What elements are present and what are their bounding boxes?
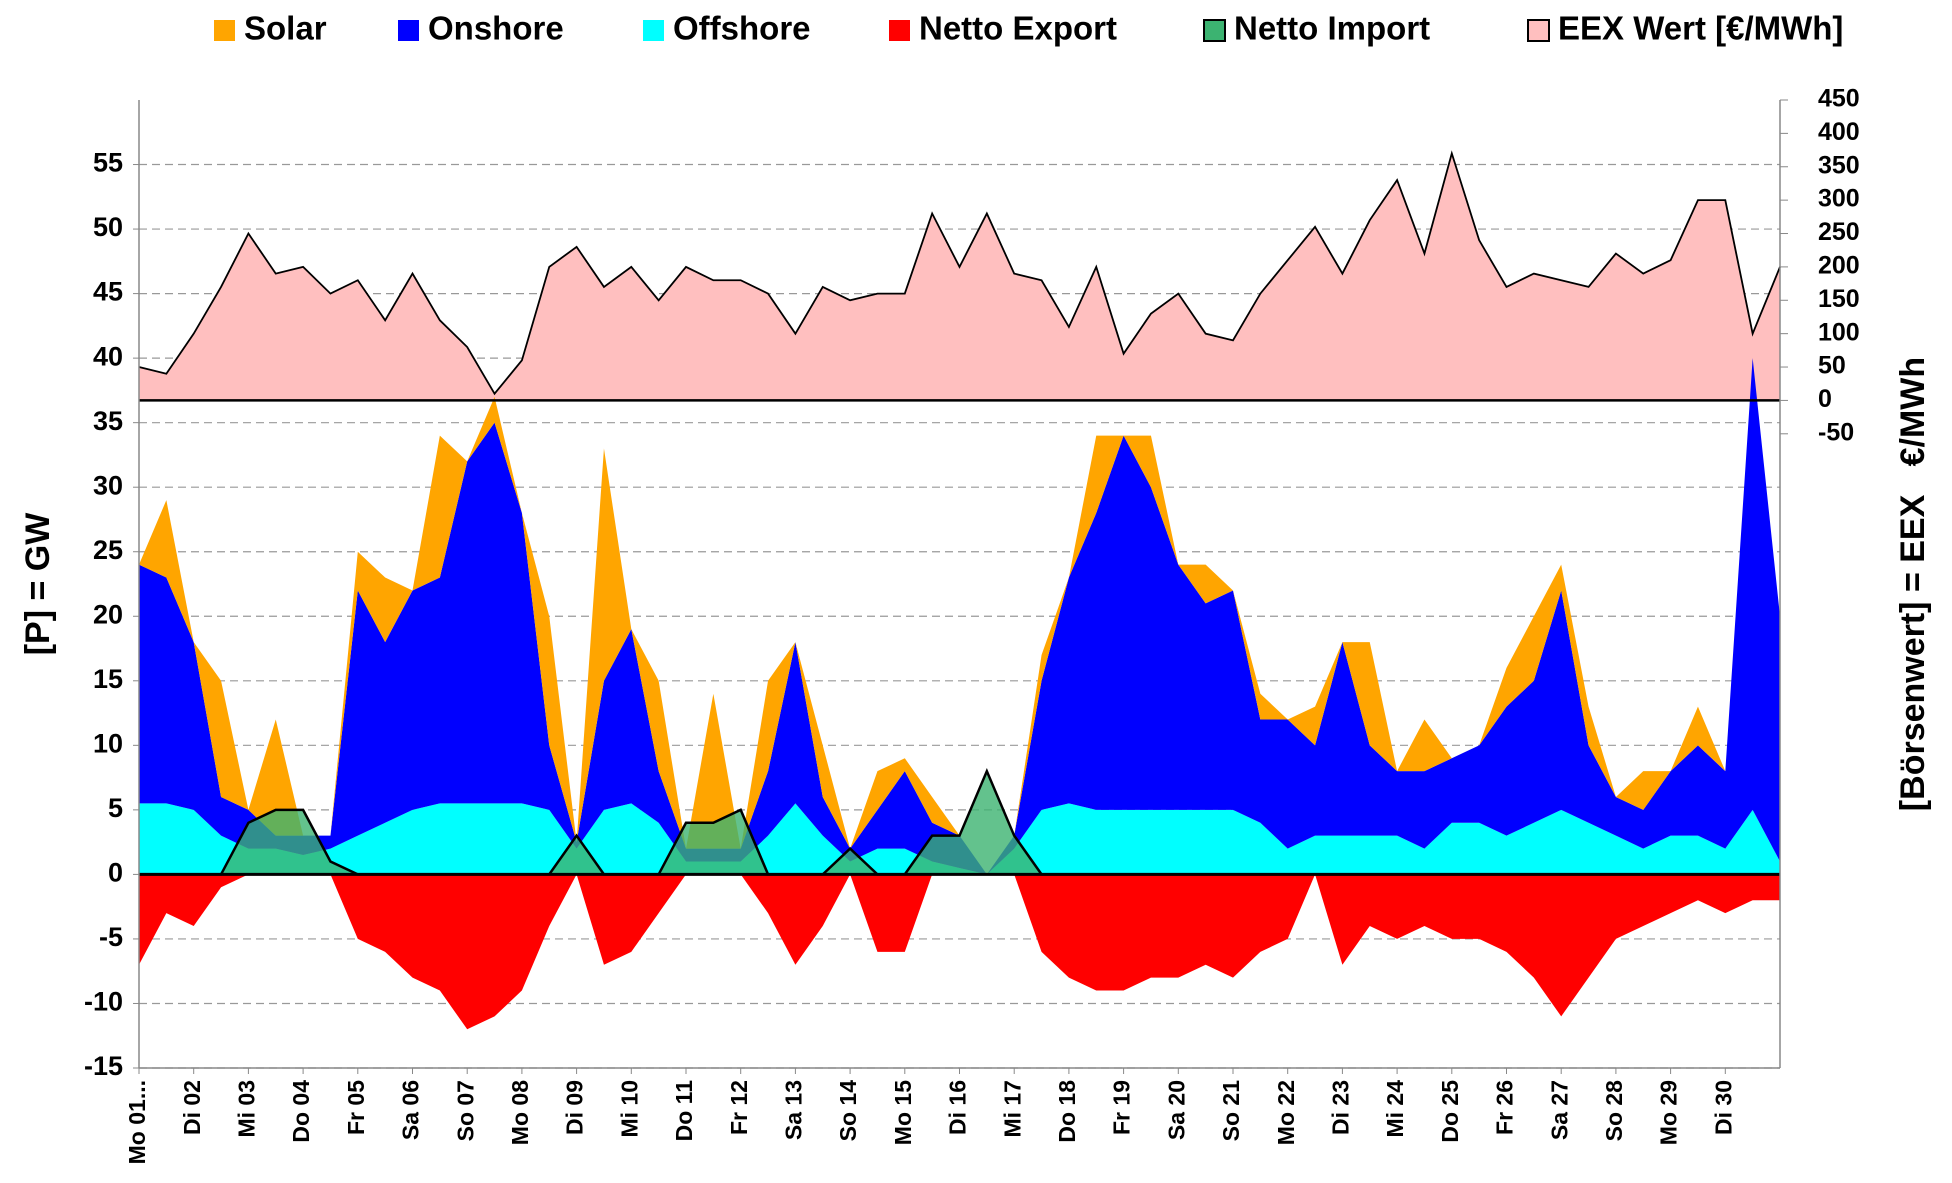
- y-tick-label: 55: [93, 148, 123, 178]
- legend-label: Onshore: [428, 10, 564, 47]
- y-tick-label: -10: [84, 987, 123, 1017]
- y-tick-label: 35: [93, 406, 123, 436]
- legend-swatch: [214, 20, 235, 41]
- legend-label: Offshore: [673, 10, 811, 47]
- legend-swatch: [889, 20, 910, 41]
- stacked-area: [139, 803, 1780, 875]
- legend-swatch: [1203, 19, 1226, 42]
- y2-tick-label: 200: [1818, 252, 1860, 280]
- legend-label: EEX Wert [€/MWh]: [1558, 10, 1843, 47]
- y2-tick-label: 50: [1818, 352, 1846, 380]
- y2-tick-label: 250: [1818, 218, 1860, 246]
- y-tick-label: 30: [93, 470, 123, 500]
- x-tick-label: Mo 01...: [124, 1080, 150, 1164]
- y2-axis-label: [Börsenwert] = EEX €/MWh: [1894, 357, 1932, 811]
- x-tick-label: Mi 10: [616, 1080, 642, 1138]
- x-tick-label: Di 02: [179, 1080, 205, 1135]
- legend-label: Netto Import: [1234, 10, 1430, 47]
- x-tick-label: Sa 06: [398, 1080, 424, 1140]
- area: [139, 771, 1780, 875]
- y-tick-label: 25: [93, 535, 123, 565]
- x-tick-label: Fr 19: [1109, 1080, 1135, 1135]
- price-line: [138, 150, 1781, 396]
- y-tick-label: 5: [108, 793, 123, 823]
- x-tick-label: Mi 03: [233, 1080, 259, 1138]
- x-tick-label: Di 23: [1327, 1080, 1353, 1135]
- x-tick-label: Mo 15: [890, 1080, 916, 1145]
- x-tick-label: So 14: [835, 1080, 861, 1142]
- x-tick-label: So 21: [1218, 1080, 1244, 1142]
- stacked-area: [139, 358, 1780, 875]
- x-tick-label: Di 30: [1710, 1080, 1736, 1135]
- x-tick-label: Sa 13: [780, 1080, 806, 1140]
- y2-tick-label: 400: [1818, 118, 1860, 146]
- x-tick-label: Di 09: [562, 1080, 588, 1135]
- x-tick-label: Mi 24: [1382, 1080, 1408, 1138]
- x-tick-label: Di 16: [945, 1080, 971, 1135]
- y-tick-label: 0: [108, 858, 123, 888]
- x-tick-label: Mi 17: [999, 1080, 1025, 1138]
- x-tick-label: So 07: [452, 1080, 478, 1141]
- x-tick-label: Do 04: [288, 1080, 314, 1143]
- y-tick-label: 45: [93, 277, 123, 307]
- legend-swatch: [1527, 19, 1550, 42]
- legend-swatch: [643, 20, 664, 41]
- y-axis-label: [P] = GW: [19, 512, 57, 656]
- x-tick-label: So 28: [1601, 1080, 1627, 1142]
- y-tick-label: 20: [93, 599, 123, 629]
- legend-label: Netto Export: [919, 10, 1117, 47]
- y2-tick-label: 100: [1818, 318, 1860, 346]
- area: [139, 874, 1780, 1030]
- y-tick-label: 40: [93, 341, 123, 371]
- x-tick-label: Do 11: [671, 1080, 697, 1142]
- y-tick-label: -15: [84, 1051, 123, 1081]
- x-tick-label: Fr 26: [1492, 1080, 1518, 1135]
- x-tick-label: Sa 20: [1163, 1080, 1189, 1140]
- price-area: [139, 153, 1780, 401]
- x-tick-label: Mo 22: [1273, 1080, 1299, 1145]
- x-tick-label: Do 18: [1054, 1080, 1080, 1143]
- y2-tick-label: 0: [1818, 385, 1832, 413]
- y2-tick-label: -50: [1818, 418, 1854, 446]
- x-tick-label: Fr 05: [343, 1080, 369, 1135]
- x-tick-label: Mo 08: [507, 1080, 533, 1145]
- y2-tick-label: 450: [1818, 85, 1860, 113]
- y2-tick-label: 350: [1818, 151, 1860, 179]
- y2-tick-label: 300: [1818, 185, 1860, 213]
- y2-tick-label: 150: [1818, 285, 1860, 313]
- legend-swatch: [398, 20, 419, 41]
- x-tick-label: Sa 27: [1546, 1080, 1572, 1140]
- x-tick-label: Do 25: [1437, 1080, 1463, 1143]
- y-tick-label: -5: [99, 922, 123, 952]
- x-tick-label: Mo 29: [1656, 1080, 1682, 1145]
- y-tick-label: 15: [93, 664, 123, 694]
- legend-label: Solar: [244, 10, 327, 47]
- x-tick-label: Fr 12: [726, 1080, 752, 1135]
- y-tick-label: 50: [93, 212, 123, 242]
- y-tick-label: 10: [93, 728, 123, 758]
